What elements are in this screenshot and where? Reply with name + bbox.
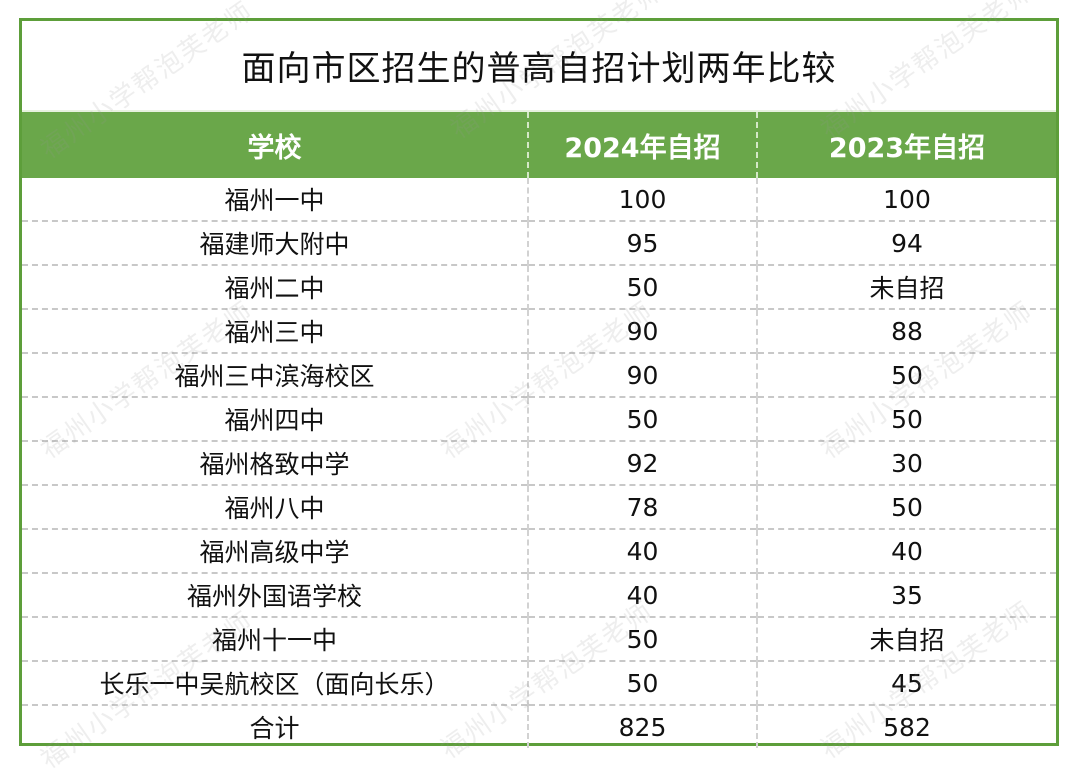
total-row: 合计 825 582 bbox=[22, 704, 1056, 748]
table-row: 福州格致中学 92 30 bbox=[22, 440, 1056, 485]
cell-2024: 92 bbox=[527, 440, 757, 485]
table-row: 福州高级中学 40 40 bbox=[22, 528, 1056, 573]
cell-2024: 100 bbox=[527, 178, 757, 221]
column-header-2024: 2024年自招 bbox=[527, 110, 757, 178]
table-row: 福州二中 50 未自招 bbox=[22, 264, 1056, 309]
cell-2023: 94 bbox=[756, 220, 1056, 265]
cell-school: 福建师大附中 bbox=[22, 220, 528, 265]
cell-2023: 50 bbox=[756, 352, 1056, 397]
cell-school: 福州格致中学 bbox=[22, 440, 528, 485]
cell-2024: 50 bbox=[527, 660, 757, 705]
cell-2023: 35 bbox=[756, 572, 1056, 617]
cell-2024: 90 bbox=[527, 352, 757, 397]
cell-school: 福州三中滨海校区 bbox=[22, 352, 528, 397]
cell-2024: 50 bbox=[527, 616, 757, 661]
table-header-row: 学校 2024年自招 2023年自招 bbox=[22, 110, 1056, 178]
cell-school: 福州一中 bbox=[224, 186, 325, 215]
table-row: 福州一中 100 100 bbox=[22, 178, 1056, 221]
column-header-2023: 2023年自招 bbox=[756, 110, 1056, 178]
table-row: 福州四中 50 50 bbox=[22, 396, 1056, 441]
cell-2023: 88 bbox=[756, 308, 1056, 353]
cell-2024: 90 bbox=[527, 308, 757, 353]
cell-school: 福州二中 bbox=[22, 264, 528, 309]
cell-school: 福州外国语学校 bbox=[22, 572, 528, 617]
table-row: 福州三中滨海校区 90 50 bbox=[22, 352, 1056, 397]
cell-2023: 未自招 bbox=[756, 616, 1056, 661]
cell-2024: 95 bbox=[527, 220, 757, 265]
cell-2023: 100 bbox=[756, 178, 1056, 221]
cell-total-2023: 582 bbox=[756, 704, 1056, 748]
cell-school: 长乐一中吴航校区（面向长乐） bbox=[22, 660, 528, 705]
cell-school: 福州三中 bbox=[22, 308, 528, 353]
table-row: 长乐一中吴航校区（面向长乐） 50 45 bbox=[22, 660, 1056, 705]
cell-2024: 50 bbox=[527, 396, 757, 441]
column-header-school: 学校 bbox=[22, 110, 528, 178]
cell-2024: 40 bbox=[527, 572, 757, 617]
cell-2024: 40 bbox=[527, 528, 757, 573]
table-row: 福州外国语学校 40 35 bbox=[22, 572, 1056, 617]
cell-2023: 50 bbox=[756, 484, 1056, 529]
table-card: 面向市区招生的普高自招计划两年比较 学校 2024年自招 2023年自招 福州一… bbox=[19, 18, 1059, 748]
cell-total-label: 合计 bbox=[22, 704, 528, 748]
cell-total-2024: 825 bbox=[527, 704, 757, 748]
cell-2023: 45 bbox=[756, 660, 1056, 705]
comparison-table: 学校 2024年自招 2023年自招 福州一中 100 100 福建师大附中 95 94… bbox=[22, 110, 1056, 748]
cell-2023: 50 bbox=[756, 396, 1056, 441]
cell-2023: 30 bbox=[756, 440, 1056, 485]
cell-2024: 50 bbox=[527, 264, 757, 309]
cell-school: 福州高级中学 bbox=[22, 528, 528, 573]
cell-2024: 78 bbox=[527, 484, 757, 529]
table-row: 福州十一中 50 未自招 bbox=[22, 616, 1056, 661]
table-row: 福州三中 90 88 bbox=[22, 308, 1056, 353]
page-title: 面向市区招生的普高自招计划两年比较 bbox=[241, 49, 837, 89]
cell-school: 福州四中 bbox=[22, 396, 528, 441]
table-row: 福州八中 78 50 bbox=[22, 484, 1056, 529]
cell-school: 福州八中 bbox=[22, 484, 528, 529]
cell-school: 福州十一中 bbox=[22, 616, 528, 661]
cell-2023: 未自招 bbox=[756, 264, 1056, 309]
table-row: 福建师大附中 95 94 bbox=[22, 220, 1056, 265]
cell-2023: 40 bbox=[756, 528, 1056, 573]
